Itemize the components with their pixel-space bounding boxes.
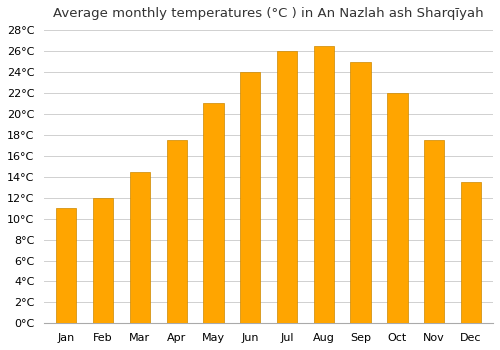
Title: Average monthly temperatures (°C ) in An Nazlah ash Sharqīyah: Average monthly temperatures (°C ) in An… xyxy=(54,7,484,20)
Bar xyxy=(240,72,260,323)
Bar xyxy=(424,140,444,323)
Bar xyxy=(350,62,370,323)
Bar xyxy=(277,51,297,323)
Bar xyxy=(388,93,407,323)
Bar xyxy=(93,198,113,323)
Bar xyxy=(166,140,186,323)
Bar xyxy=(314,46,334,323)
Bar xyxy=(56,208,76,323)
Bar xyxy=(461,182,481,323)
Bar xyxy=(204,104,224,323)
Bar xyxy=(130,172,150,323)
